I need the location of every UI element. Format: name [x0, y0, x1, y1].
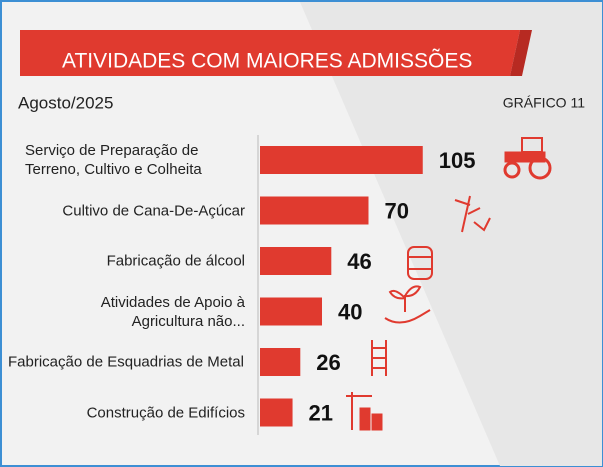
category-label: Cultivo de Cana-De-Açúcar: [62, 202, 245, 219]
bar: [260, 348, 301, 376]
bar: [260, 297, 322, 326]
building-icon: [346, 392, 383, 431]
title-banner: [20, 30, 520, 76]
bar: [260, 196, 369, 225]
value-label: 26: [316, 350, 340, 375]
bar: [260, 247, 332, 275]
chart-title: ATIVIDADES COM MAIORES ADMISSÕES: [62, 49, 472, 73]
value-label: 70: [385, 198, 409, 223]
value-label: 21: [309, 400, 333, 425]
bar: [260, 398, 293, 427]
category-label: Fabricação de álcool: [106, 252, 245, 270]
category-label: Construção de Edifícios: [86, 404, 245, 421]
shade: [300, 2, 602, 466]
subtitle: Agosto/2025: [18, 93, 113, 112]
value-label: 46: [347, 249, 371, 274]
value-label: 40: [338, 299, 362, 324]
category-label: Fabricação de Esquadrias de Metal: [8, 353, 244, 371]
bar: [260, 146, 423, 174]
title-banner-edge: [510, 30, 532, 76]
ladder-icon: [371, 340, 387, 376]
category-label: Serviço de Preparação de Terreno, Cultiv…: [25, 142, 202, 178]
barrel-icon: [407, 246, 433, 280]
chart-label: GRÁFICO 11: [503, 95, 585, 111]
tractor-icon: [503, 137, 552, 180]
cane-icon: [454, 195, 491, 233]
category-label: Atividades de Apoio à Agricultura não...: [100, 293, 245, 330]
value-label: 105: [439, 148, 476, 173]
plant-icon: [384, 285, 431, 324]
icons: [346, 137, 552, 431]
